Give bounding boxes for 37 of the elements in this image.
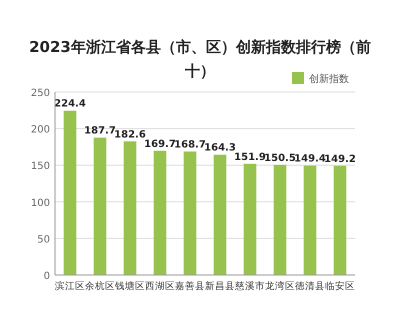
data-label: 168.7	[174, 140, 206, 151]
x-tick-label: 慈溪市	[234, 280, 265, 292]
bar	[94, 138, 106, 275]
bar	[214, 154, 226, 275]
y-tick-label: 0	[44, 271, 50, 282]
bar	[274, 164, 286, 275]
x-tick-label: 钱塘区	[114, 280, 145, 292]
data-label: 224.4	[54, 98, 86, 110]
data-label: 150.5	[264, 152, 296, 164]
bar	[244, 164, 256, 275]
data-label: 149.2	[324, 154, 356, 165]
data-label: 151.9	[234, 152, 266, 163]
x-tick-label: 西湖区	[145, 280, 175, 292]
data-label: 164.3	[204, 142, 236, 154]
bar	[124, 141, 136, 275]
bar	[154, 150, 166, 275]
y-tick-label: 250	[30, 88, 50, 99]
x-tick-label: 滨江区	[55, 280, 85, 292]
data-label: 149.4	[294, 154, 326, 165]
bar	[304, 166, 316, 275]
bar	[184, 152, 196, 275]
x-tick-label: 余杭区	[85, 280, 115, 292]
y-tick-label: 100	[30, 198, 50, 209]
data-label: 182.6	[114, 129, 146, 140]
bar	[64, 110, 76, 275]
data-label: 169.7	[144, 138, 176, 150]
x-tick-label: 龙湾区	[265, 280, 295, 292]
data-label: 187.7	[84, 126, 116, 137]
y-tick-label: 50	[37, 234, 50, 246]
bar	[334, 166, 346, 275]
x-tick-label: 德清县	[295, 280, 325, 292]
x-tick-label: 新昌县	[205, 280, 235, 292]
y-tick-label: 200	[30, 124, 50, 136]
y-tick-label: 150	[30, 161, 50, 172]
legend-label: 创新指数	[309, 73, 349, 85]
x-tick-label: 临安区	[325, 280, 355, 292]
x-tick-label: 嘉善县	[175, 280, 205, 292]
